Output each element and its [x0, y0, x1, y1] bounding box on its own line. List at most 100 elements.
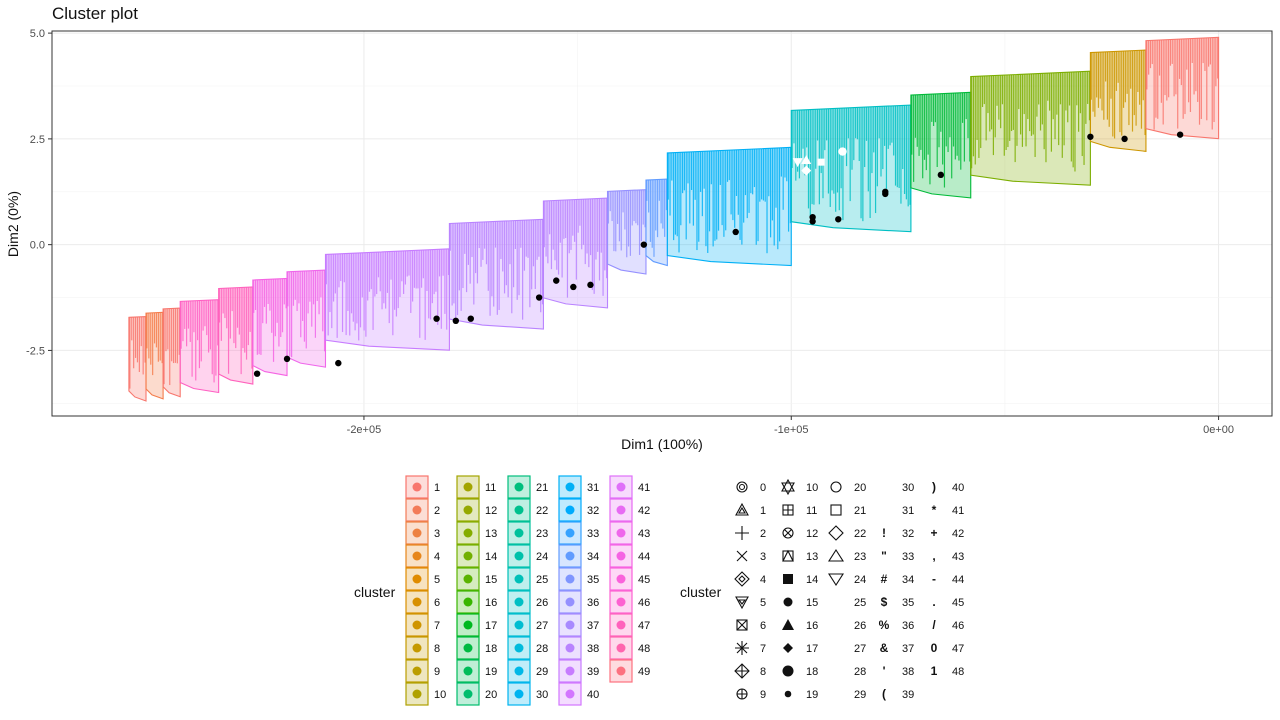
- shape-legend-label: 32: [902, 528, 914, 540]
- color-legend-item: 16: [456, 590, 497, 614]
- legend-key-label: 34: [587, 551, 599, 563]
- shape-legend-item: / 46: [932, 618, 964, 632]
- legend-key-dot: [463, 551, 473, 561]
- shape-legend-item: " 33: [881, 549, 914, 563]
- panel-background: [52, 31, 1272, 416]
- color-legend-item: 3: [405, 521, 440, 545]
- legend-key-label: 12: [485, 505, 497, 517]
- color-legend-item: 35: [558, 567, 599, 591]
- highlight-circle-marker: [838, 147, 847, 156]
- glyph: [738, 575, 746, 583]
- color-legend-item: 49: [609, 659, 650, 683]
- cluster-hull: [790, 104, 912, 233]
- cluster-center-point: [809, 213, 816, 221]
- legend-key-label: 8: [434, 643, 440, 655]
- shape-legend-label: 31: [902, 505, 914, 517]
- legend-key-label: 17: [485, 620, 497, 632]
- shape-legend-item: 5: [735, 596, 766, 610]
- glyph-text: #: [881, 572, 888, 586]
- chart-title: Cluster plot: [52, 4, 138, 23]
- legend-key-dot: [565, 597, 575, 607]
- legend-key-dot: [463, 689, 473, 699]
- legend-key-label: 26: [536, 597, 548, 609]
- cluster-3: [162, 307, 181, 398]
- shape-legend-item: 20: [830, 481, 866, 494]
- legend-key-dot: [616, 597, 626, 607]
- legend-key-label: 38: [587, 643, 599, 655]
- glyph: [782, 619, 794, 630]
- shape-legend-label: 20: [854, 482, 866, 494]
- y-tick-label: 2.5: [30, 134, 45, 146]
- color-legend-item: 28: [507, 636, 548, 660]
- legend-key-label: 41: [638, 482, 650, 494]
- legend-key-dot: [565, 666, 575, 676]
- y-tick-label: 5.0: [30, 28, 45, 40]
- legend-key-dot: [616, 666, 626, 676]
- shape-legend-label: 8: [760, 666, 766, 678]
- glyph: [783, 597, 793, 607]
- shape-legend-label: 46: [952, 620, 964, 632]
- glyph: [738, 483, 746, 491]
- color-legend: 1234567891011121314151617181920212223242…: [405, 475, 650, 706]
- legend-key-label: 14: [485, 551, 497, 563]
- shape-legend-item: 18: [782, 665, 818, 678]
- cluster-12: [645, 178, 668, 267]
- shape-legend-label: 10: [806, 482, 818, 494]
- cluster-center-point: [452, 317, 460, 325]
- shape-legend-item: ) 40: [932, 480, 964, 494]
- legend-key-label: 39: [587, 666, 599, 678]
- cluster-center-point: [835, 216, 842, 223]
- shape-legend-item: 11: [782, 504, 817, 517]
- shape-legend-item: , 43: [932, 549, 964, 563]
- cluster-center-point: [587, 281, 594, 289]
- color-legend-item: 34: [558, 544, 599, 568]
- glyph-text: %: [879, 618, 890, 632]
- cluster-hull: [542, 197, 609, 309]
- shape-legend-label: 18: [806, 666, 818, 678]
- legend-key-label: 48: [638, 643, 650, 655]
- shape-legend-label: 3: [760, 551, 766, 563]
- legend-key-dot: [565, 551, 575, 561]
- legend-key-label: 16: [485, 597, 497, 609]
- legend-key-dot: [463, 666, 473, 676]
- shape-legend-label: 28: [854, 666, 866, 678]
- color-legend-item: 4: [405, 544, 440, 568]
- shape-legend-label: 15: [806, 597, 818, 609]
- shape-legend-item: 1: [735, 502, 766, 517]
- shape-legend-label: 0: [760, 482, 766, 494]
- legend-key-dot: [565, 574, 575, 584]
- legend-key-dot: [616, 482, 626, 492]
- legend-key-dot: [616, 620, 626, 630]
- shape-legend-item: 15: [783, 597, 818, 609]
- legend-key-dot: [463, 643, 473, 653]
- glyph-text: (: [882, 687, 886, 701]
- glyph-text: /: [932, 618, 936, 632]
- shape-legend-item: 27: [854, 643, 866, 655]
- color-legend-item: 13: [456, 521, 497, 545]
- cluster-center-point: [283, 355, 291, 363]
- shape-legend: 0123456789101112131415161718192021222324…: [734, 478, 964, 701]
- legend-key-dot: [463, 482, 473, 492]
- glyph: [828, 525, 844, 541]
- shape-legend-label: 4: [760, 574, 766, 586]
- legend-key-label: 28: [536, 643, 548, 655]
- color-legend-item: 23: [507, 521, 548, 545]
- color-legend-item: 6: [405, 590, 440, 614]
- color-legend-item: 46: [609, 590, 650, 614]
- shape-legend-label: 19: [806, 689, 818, 701]
- legend-key-dot: [412, 597, 422, 607]
- legend-key-label: 23: [536, 528, 548, 540]
- color-legend-item: 27: [507, 613, 548, 637]
- legend-key-dot: [463, 528, 473, 538]
- shape-legend-label: 48: [952, 666, 964, 678]
- y-tick-label: 0.0: [30, 240, 45, 252]
- glyph: [736, 619, 748, 631]
- highlight-diamond-marker: [801, 165, 812, 176]
- legend-key-dot: [412, 551, 422, 561]
- legend-key-dot: [565, 689, 575, 699]
- glyph-text: .: [932, 595, 935, 609]
- shape-legend-label: 1: [760, 505, 766, 517]
- color-legend-item: 43: [609, 521, 650, 545]
- shape-legend-label: 33: [902, 551, 914, 563]
- color-legend-item: 2: [405, 498, 440, 522]
